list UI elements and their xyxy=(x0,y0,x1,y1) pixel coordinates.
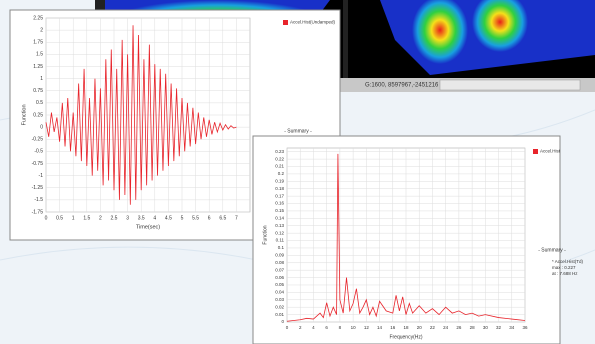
legend-swatch xyxy=(283,20,288,25)
data-line xyxy=(286,153,526,322)
x-tick-label: 7 xyxy=(235,215,238,221)
y-tick-label: 0.14 xyxy=(275,216,284,221)
y-tick-label: 0.75 xyxy=(33,88,43,94)
y-tick-label: -0.25 xyxy=(32,137,44,143)
x-tick-label: 2 xyxy=(299,325,302,330)
y-tick-label: 0.1 xyxy=(278,245,285,250)
chart-window: 0.230.220.210.20.190.180.170.160.150.140… xyxy=(252,135,584,344)
annotation: * Accel.Hist(Td) xyxy=(552,259,584,264)
annotation: max : 0.227 xyxy=(552,265,576,270)
x-tick-label: 8 xyxy=(339,325,342,330)
y-tick-label: 0.22 xyxy=(275,156,284,161)
y-tick-label: 0 xyxy=(40,124,43,130)
y-tick-label: -0.5 xyxy=(34,149,43,155)
x-tick-label: 28 xyxy=(470,325,476,330)
y-tick-label: 0.16 xyxy=(275,201,284,206)
y-tick-label: -1.25 xyxy=(32,185,44,191)
y-tick-label: -1.5 xyxy=(34,197,43,203)
y-tick-label: 0.04 xyxy=(275,290,284,295)
legend-label: Accel.Hist xyxy=(540,149,561,154)
y-tick-label: 0.07 xyxy=(275,267,284,272)
x-tick-label: 4.5 xyxy=(165,215,172,221)
x-tick-label: 32 xyxy=(496,325,502,330)
y-tick-label: 1.25 xyxy=(33,64,43,70)
x-tick-label: 3 xyxy=(126,215,129,221)
x-tick-label: 1.5 xyxy=(83,215,90,221)
y-axis-label: Function xyxy=(262,225,268,244)
annotation: - Summary - xyxy=(284,128,312,134)
x-tick-label: 0.5 xyxy=(56,215,63,221)
y-tick-label: 0.19 xyxy=(275,179,284,184)
y-tick-label: 1 xyxy=(40,76,43,82)
y-tick-label: 0.23 xyxy=(275,149,284,154)
y-tick-label: -1 xyxy=(39,173,44,179)
x-tick-label: 5.5 xyxy=(192,215,199,221)
x-tick-label: 3.5 xyxy=(138,215,145,221)
status-text: G:1600, 8597967,-2451216 xyxy=(365,83,439,89)
x-tick-label: 1 xyxy=(72,215,75,221)
x-tick-label: 4 xyxy=(312,325,315,330)
y-tick-label: 1.5 xyxy=(36,52,43,58)
x-tick-label: 26 xyxy=(456,325,462,330)
x-tick-label: 18 xyxy=(403,325,409,330)
y-tick-label: 2 xyxy=(40,27,43,33)
y-tick-label: 0.12 xyxy=(275,230,284,235)
x-tick-label: 2.5 xyxy=(111,215,118,221)
y-tick-label: 0 xyxy=(281,319,284,324)
y-tick-label: 0.03 xyxy=(275,297,284,302)
y-tick-label: 0.2 xyxy=(278,171,285,176)
x-axis-label: Time(sec) xyxy=(136,224,160,230)
y-axis-label: Function xyxy=(21,104,27,125)
x-tick-label: 24 xyxy=(443,325,449,330)
x-tick-label: 6.5 xyxy=(219,215,226,221)
y-tick-label: -0.75 xyxy=(32,161,44,167)
y-tick-label: 0.17 xyxy=(275,193,284,198)
x-tick-label: 5 xyxy=(181,215,184,221)
y-tick-label: 0.13 xyxy=(275,223,284,228)
y-tick-label: 0.11 xyxy=(276,238,285,243)
annotation: - Summary - xyxy=(538,247,566,253)
annotation: at : 7.688 Hz xyxy=(552,271,578,276)
y-tick-label: 0.15 xyxy=(275,208,284,213)
y-tick-label: 0.18 xyxy=(275,186,284,191)
x-tick-label: 22 xyxy=(430,325,436,330)
y-tick-label: -1.75 xyxy=(32,209,44,215)
x-tick-label: 0 xyxy=(45,215,48,221)
y-tick-label: 0.06 xyxy=(275,275,284,280)
y-tick-label: 0.02 xyxy=(275,304,284,309)
legend-label: Accel.Hist(Undamped) xyxy=(290,20,336,25)
x-tick-label: 4 xyxy=(153,215,156,221)
x-tick-label: 2 xyxy=(99,215,102,221)
x-tick-label: 36 xyxy=(522,325,528,330)
x-tick-label: 20 xyxy=(417,325,423,330)
y-tick-label: 0.21 xyxy=(275,164,284,169)
data-line xyxy=(45,25,237,205)
y-tick-label: 0.01 xyxy=(275,312,284,317)
x-tick-label: 16 xyxy=(390,325,396,330)
y-tick-label: 0.09 xyxy=(275,253,284,258)
x-tick-label: 34 xyxy=(509,325,515,330)
x-tick-label: 12 xyxy=(364,325,370,330)
y-tick-label: 1.75 xyxy=(33,40,43,46)
x-tick-label: 14 xyxy=(377,325,383,330)
y-tick-label: 0.05 xyxy=(275,282,284,287)
x-tick-label: 6 xyxy=(325,325,328,330)
y-tick-label: 0.5 xyxy=(36,100,43,106)
x-tick-label: 0 xyxy=(286,325,289,330)
legend-swatch xyxy=(533,149,538,154)
x-tick-label: 30 xyxy=(483,325,489,330)
y-tick-label: 2.25 xyxy=(33,15,43,21)
x-tick-label: 6 xyxy=(208,215,211,221)
x-tick-label: 10 xyxy=(351,325,357,330)
y-tick-label: 0.25 xyxy=(33,112,43,118)
x-axis-label: Frequency(Hz) xyxy=(389,334,422,340)
y-tick-label: 0.08 xyxy=(275,260,284,265)
